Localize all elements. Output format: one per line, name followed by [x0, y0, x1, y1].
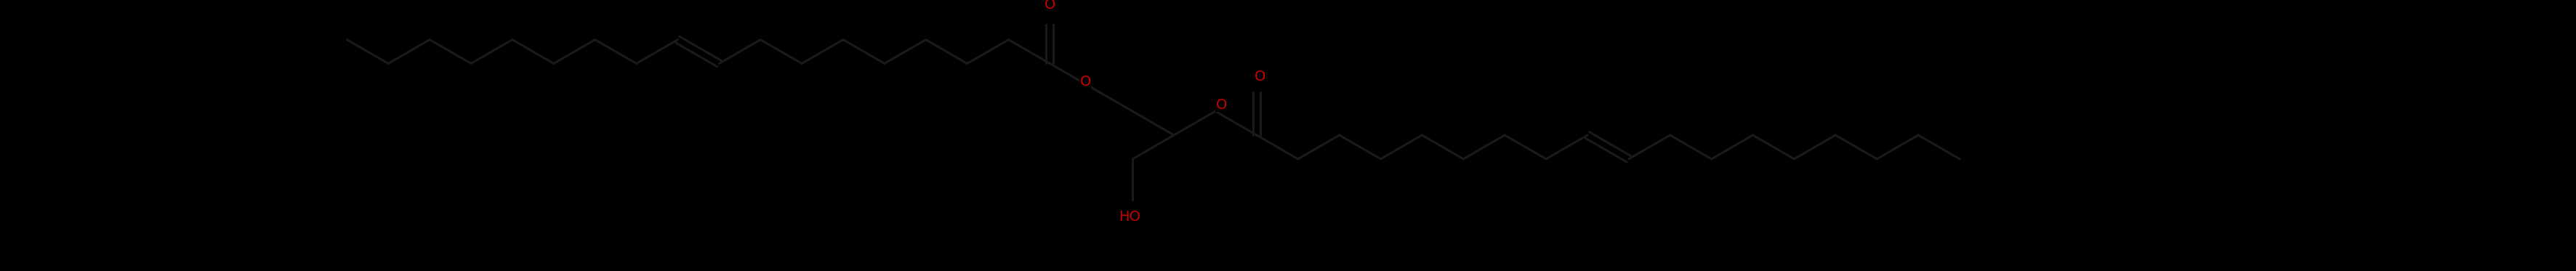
Text: O: O: [1079, 75, 1090, 88]
Text: O: O: [1043, 0, 1056, 12]
Text: O: O: [1255, 70, 1265, 83]
Text: HO: HO: [1118, 210, 1141, 224]
Text: O: O: [1216, 98, 1226, 112]
